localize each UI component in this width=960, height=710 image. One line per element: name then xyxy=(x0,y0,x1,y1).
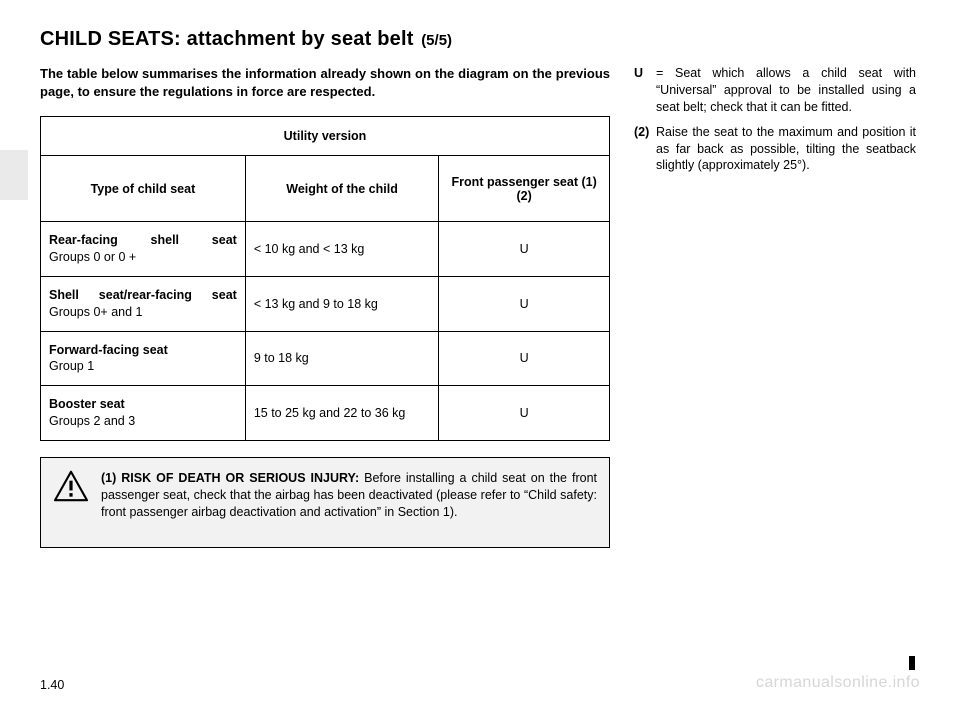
cell-type: Booster seat Groups 2 and 3 xyxy=(41,386,246,441)
cell-pos: U xyxy=(439,386,610,441)
title-sub: (5/5) xyxy=(421,32,452,49)
cell-type: Forward-facing seat Group 1 xyxy=(41,331,246,386)
cell-type: Rear-facing shell seat Groups 0 or 0 + xyxy=(41,222,246,277)
table-caption: Utility version xyxy=(41,117,610,156)
cell-type: Shell seat/rear-facing seat Groups 0+ an… xyxy=(41,276,246,331)
table-row: Forward-facing seat Group 1 9 to 18 kg U xyxy=(41,331,610,386)
cell-pos: U xyxy=(439,222,610,277)
definition-u: U = Seat which allows a child seat with … xyxy=(634,65,920,116)
watermark: carmanualsonline.info xyxy=(756,674,920,692)
left-column: The table below summarises the informati… xyxy=(40,65,610,690)
col-header-weight: Weight of the child xyxy=(245,156,438,222)
intro-text: The table below summarises the informati… xyxy=(40,65,610,100)
left-thumb-tab xyxy=(0,150,28,200)
col-header-position: Front passenger seat (1) (2) xyxy=(439,156,610,222)
cell-weight: < 10 kg and < 13 kg xyxy=(245,222,438,277)
manual-page: CHILD SEATS: attachment by seat belt (5/… xyxy=(0,0,960,710)
page-number: 1.40 xyxy=(40,678,64,692)
def-key: (2) xyxy=(634,124,656,141)
content-columns: The table below summarises the informati… xyxy=(40,65,920,690)
def-sep: = xyxy=(656,66,675,80)
cell-weight: < 13 kg and 9 to 18 kg xyxy=(245,276,438,331)
right-column: U = Seat which allows a child seat with … xyxy=(634,65,920,690)
table-caption-row: Utility version xyxy=(41,117,610,156)
type-group: Groups 0 or 0 + xyxy=(49,250,136,264)
warning-box: (1) RISK OF DEATH OR SERIOUS INJURY: Bef… xyxy=(40,457,610,548)
title-main: CHILD SEATS: attachment by seat belt xyxy=(40,28,414,50)
def-key: U xyxy=(634,65,656,82)
type-group: Groups 2 and 3 xyxy=(49,414,135,428)
col-header-type: Type of child seat xyxy=(41,156,246,222)
def-text: Seat which allows a child seat with “Uni… xyxy=(656,66,916,114)
type-group: Group 1 xyxy=(49,359,94,373)
table-row: Booster seat Groups 2 and 3 15 to 25 kg … xyxy=(41,386,610,441)
table-header-row: Type of child seat Weight of the child F… xyxy=(41,156,610,222)
definition-2: (2)Raise the seat to the maximum and pos… xyxy=(634,124,920,175)
type-name: Rear-facing shell seat xyxy=(49,232,237,249)
warning-icon xyxy=(53,470,89,502)
def-body: = Seat which allows a child seat with “U… xyxy=(656,65,916,116)
def-body: Raise the seat to the maximum and positi… xyxy=(656,124,916,175)
type-name: Shell seat/rear-facing seat xyxy=(49,287,237,304)
type-name: Forward-facing seat xyxy=(49,343,168,357)
cell-pos: U xyxy=(439,331,610,386)
warning-text: (1) RISK OF DEATH OR SERIOUS INJURY: Bef… xyxy=(101,470,597,521)
utility-table: Utility version Type of child seat Weigh… xyxy=(40,116,610,441)
corner-mark xyxy=(909,656,915,670)
table-row: Shell seat/rear-facing seat Groups 0+ an… xyxy=(41,276,610,331)
type-name: Booster seat xyxy=(49,397,125,411)
cell-weight: 15 to 25 kg and 22 to 36 kg xyxy=(245,386,438,441)
table-row: Rear-facing shell seat Groups 0 or 0 + <… xyxy=(41,222,610,277)
cell-weight: 9 to 18 kg xyxy=(245,331,438,386)
warning-lead: (1) RISK OF DEATH OR SERIOUS INJURY: xyxy=(101,471,359,485)
cell-pos: U xyxy=(439,276,610,331)
page-title: CHILD SEATS: attachment by seat belt (5/… xyxy=(40,28,920,51)
type-group: Groups 0+ and 1 xyxy=(49,305,142,319)
